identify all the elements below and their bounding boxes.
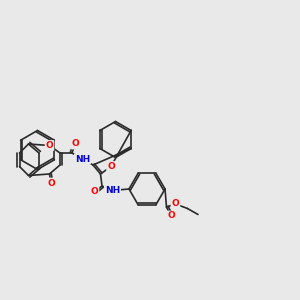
Text: O: O (167, 212, 175, 220)
Text: O: O (172, 200, 179, 208)
Text: O: O (71, 140, 79, 148)
Text: NH: NH (75, 154, 90, 164)
Text: O: O (91, 188, 98, 196)
Text: O: O (46, 141, 53, 150)
Text: NH: NH (105, 186, 120, 195)
Text: O: O (47, 178, 55, 188)
Text: O: O (107, 162, 115, 171)
